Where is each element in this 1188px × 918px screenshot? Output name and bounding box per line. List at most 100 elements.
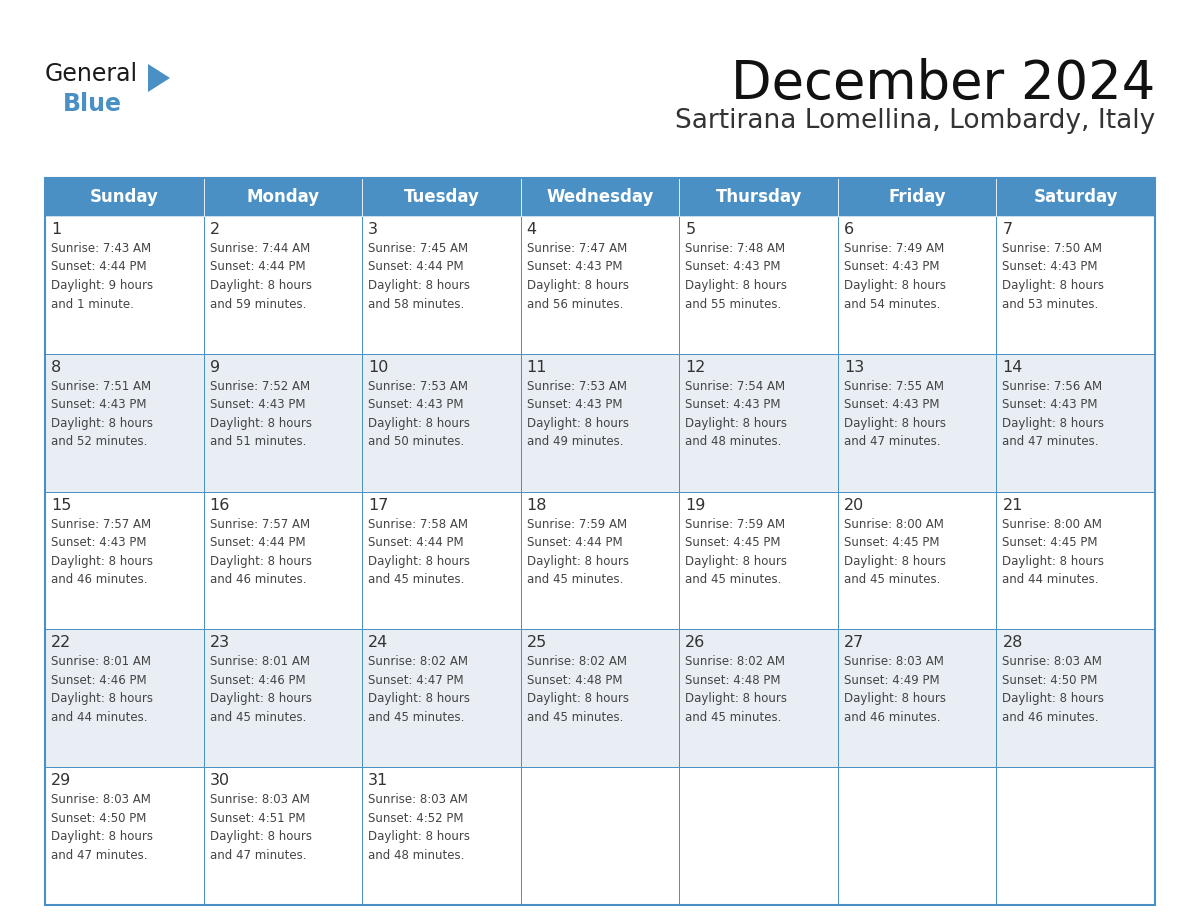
- Text: 11: 11: [526, 360, 548, 375]
- Text: Sunrise: 7:57 AM
Sunset: 4:43 PM
Daylight: 8 hours
and 46 minutes.: Sunrise: 7:57 AM Sunset: 4:43 PM Dayligh…: [51, 518, 153, 586]
- Text: Sunrise: 7:50 AM
Sunset: 4:43 PM
Daylight: 8 hours
and 53 minutes.: Sunrise: 7:50 AM Sunset: 4:43 PM Dayligh…: [1003, 242, 1105, 310]
- Text: 9: 9: [209, 360, 220, 375]
- Text: Sunrise: 7:52 AM
Sunset: 4:43 PM
Daylight: 8 hours
and 51 minutes.: Sunrise: 7:52 AM Sunset: 4:43 PM Dayligh…: [209, 380, 311, 448]
- Text: 17: 17: [368, 498, 388, 512]
- Text: Thursday: Thursday: [715, 188, 802, 206]
- Text: Sunrise: 8:03 AM
Sunset: 4:50 PM
Daylight: 8 hours
and 46 minutes.: Sunrise: 8:03 AM Sunset: 4:50 PM Dayligh…: [1003, 655, 1105, 724]
- Bar: [362, 630, 520, 767]
- Text: 21: 21: [1003, 498, 1023, 512]
- Text: Sunrise: 8:01 AM
Sunset: 4:46 PM
Daylight: 8 hours
and 44 minutes.: Sunrise: 8:01 AM Sunset: 4:46 PM Dayligh…: [51, 655, 153, 724]
- Text: 25: 25: [526, 635, 546, 650]
- Text: Sunrise: 7:55 AM
Sunset: 4:43 PM
Daylight: 8 hours
and 47 minutes.: Sunrise: 7:55 AM Sunset: 4:43 PM Dayligh…: [843, 380, 946, 448]
- Text: 31: 31: [368, 773, 388, 789]
- Bar: [520, 216, 680, 353]
- Text: Sunrise: 8:02 AM
Sunset: 4:48 PM
Daylight: 8 hours
and 45 minutes.: Sunrise: 8:02 AM Sunset: 4:48 PM Dayligh…: [526, 655, 628, 724]
- Bar: [680, 767, 838, 905]
- Bar: [203, 630, 362, 767]
- Bar: [362, 767, 520, 905]
- Bar: [838, 216, 997, 353]
- Bar: [997, 353, 1155, 492]
- Text: Sunrise: 7:51 AM
Sunset: 4:43 PM
Daylight: 8 hours
and 52 minutes.: Sunrise: 7:51 AM Sunset: 4:43 PM Dayligh…: [51, 380, 153, 448]
- Text: Sunrise: 7:44 AM
Sunset: 4:44 PM
Daylight: 8 hours
and 59 minutes.: Sunrise: 7:44 AM Sunset: 4:44 PM Dayligh…: [209, 242, 311, 310]
- Text: 12: 12: [685, 360, 706, 375]
- Text: Wednesday: Wednesday: [546, 188, 653, 206]
- Text: General: General: [45, 62, 138, 86]
- Text: Sunrise: 7:59 AM
Sunset: 4:45 PM
Daylight: 8 hours
and 45 minutes.: Sunrise: 7:59 AM Sunset: 4:45 PM Dayligh…: [685, 518, 788, 586]
- Text: Sunrise: 7:54 AM
Sunset: 4:43 PM
Daylight: 8 hours
and 48 minutes.: Sunrise: 7:54 AM Sunset: 4:43 PM Dayligh…: [685, 380, 788, 448]
- Bar: [203, 353, 362, 492]
- Text: Saturday: Saturday: [1034, 188, 1118, 206]
- Bar: [45, 353, 203, 492]
- Bar: [203, 492, 362, 630]
- Text: 24: 24: [368, 635, 388, 650]
- Bar: [680, 492, 838, 630]
- Text: Sunrise: 7:45 AM
Sunset: 4:44 PM
Daylight: 8 hours
and 58 minutes.: Sunrise: 7:45 AM Sunset: 4:44 PM Dayligh…: [368, 242, 470, 310]
- Text: 1: 1: [51, 222, 62, 237]
- Text: 30: 30: [209, 773, 229, 789]
- Bar: [997, 216, 1155, 353]
- Text: 18: 18: [526, 498, 548, 512]
- Text: 13: 13: [843, 360, 864, 375]
- Bar: [520, 492, 680, 630]
- Text: Sunrise: 7:47 AM
Sunset: 4:43 PM
Daylight: 8 hours
and 56 minutes.: Sunrise: 7:47 AM Sunset: 4:43 PM Dayligh…: [526, 242, 628, 310]
- Bar: [520, 178, 680, 216]
- Text: Sunday: Sunday: [90, 188, 159, 206]
- Text: 4: 4: [526, 222, 537, 237]
- Text: 6: 6: [843, 222, 854, 237]
- Text: Sunrise: 8:03 AM
Sunset: 4:51 PM
Daylight: 8 hours
and 47 minutes.: Sunrise: 8:03 AM Sunset: 4:51 PM Dayligh…: [209, 793, 311, 862]
- Bar: [362, 216, 520, 353]
- Text: 15: 15: [51, 498, 71, 512]
- Text: Sunrise: 7:57 AM
Sunset: 4:44 PM
Daylight: 8 hours
and 46 minutes.: Sunrise: 7:57 AM Sunset: 4:44 PM Dayligh…: [209, 518, 311, 586]
- Text: Sunrise: 8:01 AM
Sunset: 4:46 PM
Daylight: 8 hours
and 45 minutes.: Sunrise: 8:01 AM Sunset: 4:46 PM Dayligh…: [209, 655, 311, 724]
- Bar: [45, 216, 203, 353]
- Bar: [838, 353, 997, 492]
- Bar: [997, 767, 1155, 905]
- Text: Sunrise: 8:03 AM
Sunset: 4:49 PM
Daylight: 8 hours
and 46 minutes.: Sunrise: 8:03 AM Sunset: 4:49 PM Dayligh…: [843, 655, 946, 724]
- Text: 2: 2: [209, 222, 220, 237]
- Text: Sunrise: 8:00 AM
Sunset: 4:45 PM
Daylight: 8 hours
and 44 minutes.: Sunrise: 8:00 AM Sunset: 4:45 PM Dayligh…: [1003, 518, 1105, 586]
- Text: 27: 27: [843, 635, 864, 650]
- Bar: [680, 216, 838, 353]
- Bar: [362, 178, 520, 216]
- Bar: [520, 353, 680, 492]
- Bar: [45, 492, 203, 630]
- Text: 19: 19: [685, 498, 706, 512]
- Bar: [997, 630, 1155, 767]
- Text: Sunrise: 8:00 AM
Sunset: 4:45 PM
Daylight: 8 hours
and 45 minutes.: Sunrise: 8:00 AM Sunset: 4:45 PM Dayligh…: [843, 518, 946, 586]
- Text: 28: 28: [1003, 635, 1023, 650]
- Text: 10: 10: [368, 360, 388, 375]
- Bar: [680, 353, 838, 492]
- Bar: [45, 630, 203, 767]
- Text: Sunrise: 7:53 AM
Sunset: 4:43 PM
Daylight: 8 hours
and 50 minutes.: Sunrise: 7:53 AM Sunset: 4:43 PM Dayligh…: [368, 380, 470, 448]
- Bar: [203, 216, 362, 353]
- Text: Sunrise: 7:48 AM
Sunset: 4:43 PM
Daylight: 8 hours
and 55 minutes.: Sunrise: 7:48 AM Sunset: 4:43 PM Dayligh…: [685, 242, 788, 310]
- Bar: [997, 492, 1155, 630]
- Text: 20: 20: [843, 498, 864, 512]
- Text: 29: 29: [51, 773, 71, 789]
- Text: Monday: Monday: [246, 188, 320, 206]
- Text: Sunrise: 7:43 AM
Sunset: 4:44 PM
Daylight: 9 hours
and 1 minute.: Sunrise: 7:43 AM Sunset: 4:44 PM Dayligh…: [51, 242, 153, 310]
- Text: 7: 7: [1003, 222, 1012, 237]
- Bar: [838, 492, 997, 630]
- Text: December 2024: December 2024: [731, 58, 1155, 110]
- Bar: [838, 178, 997, 216]
- Text: Sunrise: 7:49 AM
Sunset: 4:43 PM
Daylight: 8 hours
and 54 minutes.: Sunrise: 7:49 AM Sunset: 4:43 PM Dayligh…: [843, 242, 946, 310]
- Bar: [45, 178, 203, 216]
- Bar: [520, 630, 680, 767]
- Text: Sunrise: 7:58 AM
Sunset: 4:44 PM
Daylight: 8 hours
and 45 minutes.: Sunrise: 7:58 AM Sunset: 4:44 PM Dayligh…: [368, 518, 470, 586]
- Text: Blue: Blue: [63, 92, 122, 116]
- Text: 26: 26: [685, 635, 706, 650]
- Text: 5: 5: [685, 222, 695, 237]
- Bar: [45, 178, 1155, 905]
- Text: Sunrise: 7:53 AM
Sunset: 4:43 PM
Daylight: 8 hours
and 49 minutes.: Sunrise: 7:53 AM Sunset: 4:43 PM Dayligh…: [526, 380, 628, 448]
- Bar: [362, 353, 520, 492]
- Bar: [520, 767, 680, 905]
- Polygon shape: [148, 64, 170, 92]
- Text: Sunrise: 8:02 AM
Sunset: 4:47 PM
Daylight: 8 hours
and 45 minutes.: Sunrise: 8:02 AM Sunset: 4:47 PM Dayligh…: [368, 655, 470, 724]
- Bar: [997, 178, 1155, 216]
- Bar: [680, 630, 838, 767]
- Text: 23: 23: [209, 635, 229, 650]
- Text: 8: 8: [51, 360, 62, 375]
- Text: Sartirana Lomellina, Lombardy, Italy: Sartirana Lomellina, Lombardy, Italy: [675, 108, 1155, 134]
- Bar: [362, 492, 520, 630]
